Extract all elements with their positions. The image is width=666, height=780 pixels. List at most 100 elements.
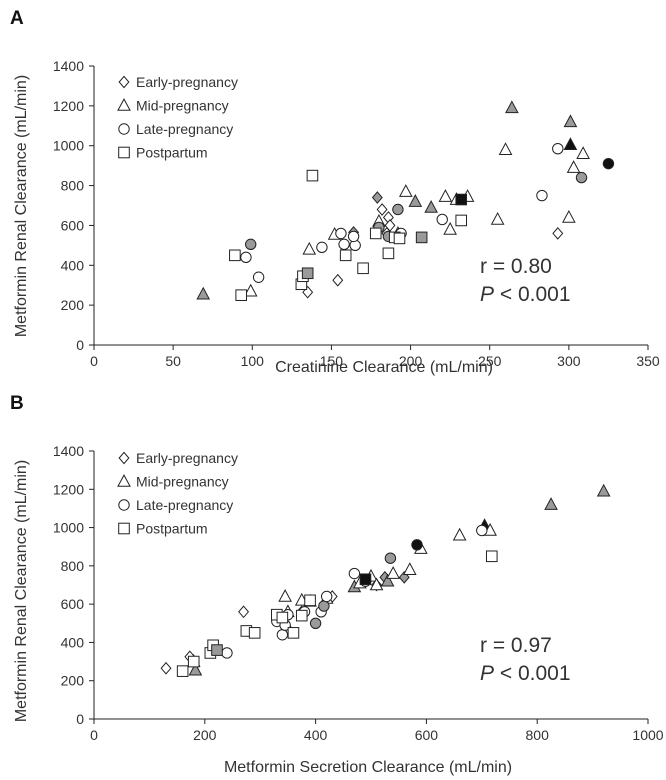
panel-a-legend-marker-triangle — [117, 98, 131, 111]
panel-a-point-triangle — [576, 146, 590, 159]
panel-a-point-triangle — [243, 283, 258, 297]
panel-b-point-circle — [276, 629, 289, 641]
panel-a-p-symbol: P — [480, 283, 494, 306]
panel-b-r-value: r = 0.97 — [480, 634, 552, 657]
panel-a-point-circle — [575, 171, 588, 184]
panel-b-point-square — [211, 644, 223, 656]
panel-b-point-triangle — [278, 589, 292, 602]
panel-a-y-tick-label: 1000 — [53, 138, 84, 154]
panel-a-y-tick-label: 800 — [61, 178, 85, 194]
panel-b-legend-marker-circle — [118, 499, 130, 511]
panel-b-x-tick-label: 400 — [304, 727, 328, 743]
panel-a-point-triangle — [302, 241, 317, 255]
panel-b-legend-marker-diamond — [118, 451, 130, 465]
panel-a-point-circle — [252, 271, 265, 283]
panel-a-x-tick-label: 300 — [557, 353, 581, 369]
panel-b-point-square — [359, 573, 372, 586]
panel-a-point-square — [301, 267, 314, 280]
panel-a-point-square — [306, 169, 319, 182]
panel-a-x-axis-title: Creatinine Clearance (mL/min) — [275, 359, 493, 376]
panel-a-point-circle — [436, 213, 448, 226]
panel-b-legend-label: Early-pregnancy — [136, 450, 238, 466]
panel-a-point-triangle — [424, 200, 438, 213]
panel-a-point-triangle — [563, 114, 578, 128]
panel-b-point-circle — [411, 539, 423, 551]
panel-b-label: B — [10, 393, 24, 414]
panel-b-y-tick-label: 800 — [61, 558, 85, 574]
panel-a-ticks: 0 50 100 150 200 250 300 350 0 200 400 600 800 1000 12… — [53, 58, 660, 369]
panel-a-point-triangle — [408, 194, 423, 207]
panel-a-point-triangle — [196, 286, 211, 300]
panel-b-p-value: P < 0.001 — [480, 662, 571, 685]
panel-b-point-square — [485, 550, 498, 563]
panel-b-legend-label: Postpartum — [136, 521, 208, 537]
panel-b-point-square — [287, 627, 300, 639]
panel-a-point-triangle — [438, 189, 453, 202]
panel-a-point-diamond — [302, 285, 314, 299]
panel-b-point-square — [187, 655, 200, 668]
panel-b: B 0 200 400 600 800 1000 0 200 400 600 800 1000 1200… — [10, 393, 664, 776]
panel-a-legend-marker-circle — [118, 123, 130, 135]
panel-a-point-triangle — [498, 142, 513, 155]
panel-b-legend-marker-triangle — [117, 474, 131, 487]
panel-a-r-value: r = 0.80 — [480, 255, 552, 278]
panel-a-y-tick-label: 600 — [61, 217, 85, 233]
panel-b-y-tick-label: 1200 — [53, 481, 84, 497]
panel-b-point-triangle — [369, 577, 384, 591]
panel-b-point-square — [276, 611, 289, 624]
panel-a-legend-label: Late-pregnancy — [136, 121, 233, 137]
panel-a-point-square — [393, 232, 406, 245]
panel-b-x-tick-label: 200 — [193, 727, 217, 743]
panel-b-point-circle — [476, 524, 488, 537]
panel-b-legend-label: Late-pregnancy — [136, 497, 233, 513]
panel-b-point-circle — [221, 647, 233, 659]
panel-b-x-axis-title: Metformin Secretion Clearance (mL/min) — [224, 759, 512, 776]
panel-b-x-tick-label: 1000 — [632, 727, 663, 743]
panel-b-point-circle — [384, 552, 397, 564]
panel-b-point-triangle — [452, 527, 467, 541]
panel-b-y-tick-label: 1400 — [53, 443, 84, 459]
panel-a-x-tick-label: 150 — [320, 353, 344, 369]
panel-a-point-circle — [335, 227, 347, 240]
panel-a-point-triangle — [563, 137, 578, 151]
panel-b-y-axis-title: Metformin Renal Clearance (mL/min) — [13, 460, 30, 722]
panel-a-p-value: P < 0.001 — [480, 283, 571, 306]
panel-b-legend-label: Mid-pregnancy — [136, 474, 229, 490]
panel-a-y-tick-label: 200 — [61, 297, 85, 313]
panel-b-y-tick-label: 400 — [61, 634, 85, 650]
panel-b-point-diamond — [160, 661, 172, 675]
panel-b-points — [160, 483, 611, 677]
panel-a-point-circle — [536, 189, 548, 202]
panel-a-legend-label: Postpartum — [136, 145, 208, 161]
panel-b-point-triangle — [386, 566, 400, 579]
panel-a-point-diamond — [552, 227, 564, 240]
panel-b-point-circle — [320, 590, 333, 603]
panel-a-point-diamond — [332, 273, 344, 287]
panel-a-point-square — [369, 227, 382, 240]
panel-a-points — [196, 100, 615, 301]
panel-b-point-square — [295, 609, 308, 622]
panel-b-axes — [93, 451, 648, 720]
panel-a-point-circle — [392, 203, 404, 216]
panel-a-point-circle — [316, 241, 328, 254]
panel-b-point-square — [176, 665, 189, 677]
panel-a-x-tick-label: 250 — [478, 353, 502, 369]
panel-b-point-triangle — [380, 573, 395, 587]
panel-a-point-circle — [347, 230, 360, 243]
panel-a-point-circle — [245, 238, 257, 251]
panel-a-point-diamond — [371, 191, 383, 204]
panel-a-point-triangle — [566, 160, 581, 173]
panel-a-point-square — [415, 231, 428, 244]
panel-b-point-triangle — [188, 662, 203, 676]
panel-b-p-threshold: < 0.001 — [494, 662, 570, 685]
panel-a-y-tick-label: 400 — [61, 257, 85, 273]
panel-a-point-diamond — [376, 203, 388, 216]
panel-a-point-triangle — [398, 184, 413, 197]
panel-b-point-triangle — [544, 497, 558, 510]
panel-b-point-circle — [309, 617, 322, 629]
panel-a-y-tick-label: 1200 — [53, 98, 84, 114]
panel-a-label: A — [10, 8, 24, 29]
panel-a-point-circle — [602, 157, 615, 170]
panel-a-x-tick-label: 200 — [399, 353, 423, 369]
